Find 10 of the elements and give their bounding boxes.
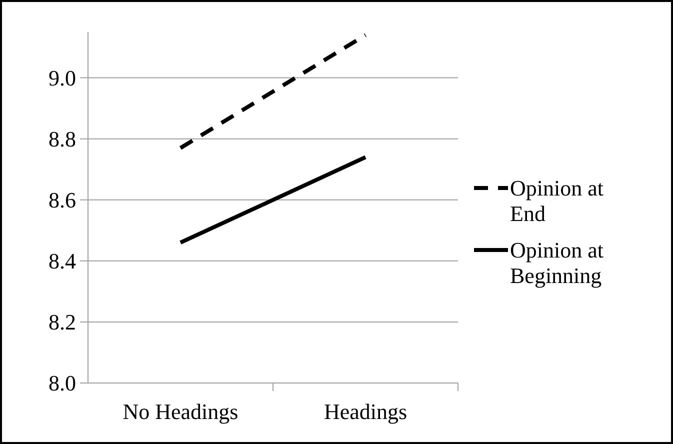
legend-label: Opinion at Beginning <box>510 238 604 288</box>
y-tick-label: 8.6 <box>48 188 76 213</box>
y-tick-label: 8.8 <box>48 126 76 152</box>
y-tick-label: 9.0 <box>48 65 76 90</box>
x-tick-label: Headings <box>324 399 408 424</box>
legend-label: Opinion at End <box>510 176 604 226</box>
x-tick-label: No Headings <box>122 399 238 424</box>
y-tick-label: 8.4 <box>48 248 76 274</box>
y-tick-label: 8.0 <box>48 370 76 396</box>
y-tick-label: 8.2 <box>48 310 76 335</box>
